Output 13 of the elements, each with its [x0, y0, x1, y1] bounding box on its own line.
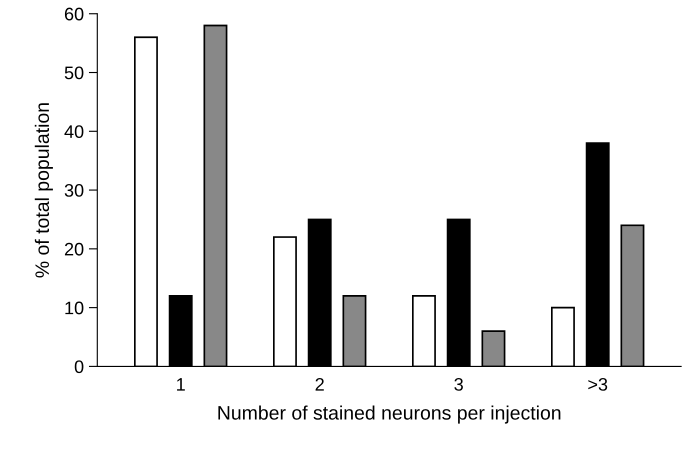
x-tick-label: >3 — [588, 378, 608, 391]
y-tick-label: 30 — [64, 184, 84, 197]
y-tick-label: 0 — [74, 360, 84, 374]
y-axis-title: % of total population — [34, 103, 53, 278]
x-tick-label: 2 — [316, 378, 324, 391]
y-tick-label: 10 — [65, 302, 84, 314]
y-tick-label: 50 — [64, 66, 84, 80]
y-tick-label: 20 — [64, 242, 84, 256]
y-tick-label: 60 — [64, 8, 84, 20]
x-tick-label: 1 — [177, 378, 185, 391]
x-tick-label: 3 — [454, 378, 463, 391]
y-tick-label: 40 — [64, 125, 84, 138]
x-axis-title: Number of stained neurons per injection — [218, 405, 560, 424]
